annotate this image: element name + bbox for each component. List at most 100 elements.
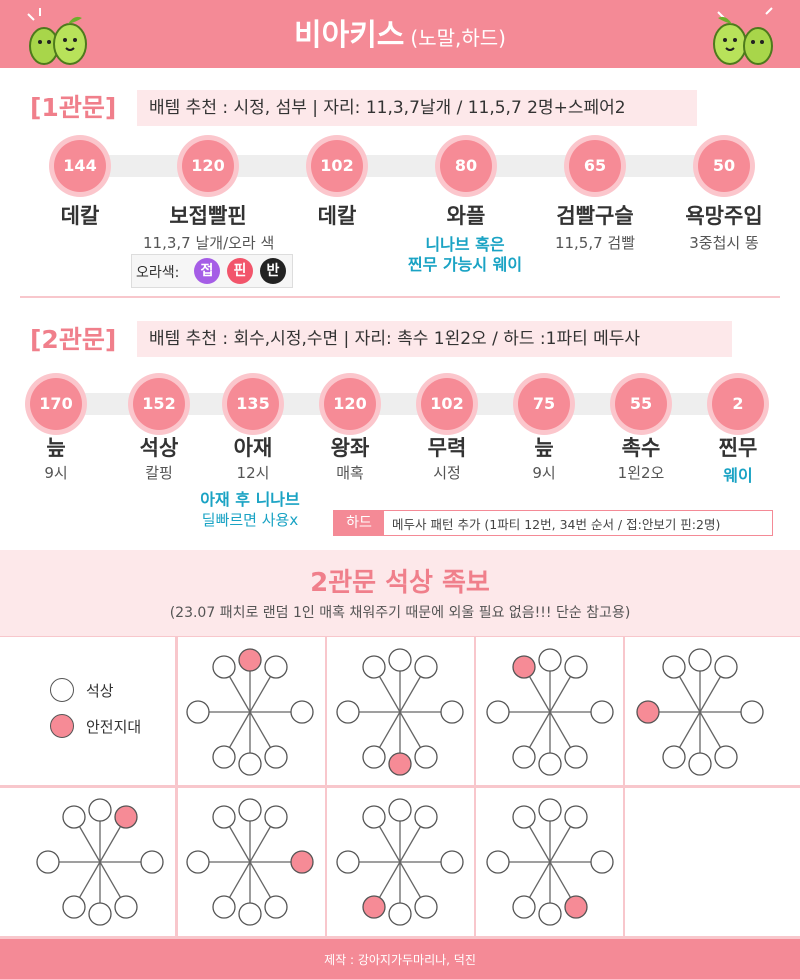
gate2-label: [2관문] [30, 325, 117, 354]
safe-zone-marker [238, 648, 262, 672]
statue-marker [662, 745, 686, 769]
gate2-hp-circle: 170 [30, 378, 82, 430]
footer-credit: 제작 : 강아지가두마리나, 덕진 [324, 953, 476, 967]
gate2-hp-circle: 152 [133, 378, 185, 430]
gate1-pattern-note: 11,3,7 날개/오라 색 [143, 234, 275, 252]
statue-marker [662, 655, 686, 679]
waffle-note: 니나브 혹은 찐무 가능시 웨이 [400, 235, 530, 275]
gate2-pattern-note: 시정 [433, 464, 461, 482]
diagram-spoke [678, 711, 701, 748]
waffle-note-line2: 찐무 가능시 웨이 [407, 255, 523, 274]
gate2-pattern-name: 왕좌 [330, 436, 370, 460]
diagram-spoke [228, 711, 251, 748]
statue-marker [140, 850, 164, 874]
mascot-right-image [713, 7, 773, 65]
title-main: 비아키스 [294, 18, 405, 53]
statue-marker [538, 752, 562, 776]
statue-marker [290, 700, 314, 724]
ajae-note-line2: 딜빠르면 사용x [201, 511, 299, 529]
diagram-spoke [699, 711, 722, 748]
statue-marker [564, 655, 588, 679]
diagram-spoke [249, 676, 272, 713]
gate2-pattern-note: 1왼2오 [617, 464, 665, 482]
gate2-pattern-name: 촉수 [621, 436, 661, 460]
diagram-spoke [399, 826, 422, 863]
gate1-pattern-name: 데칼 [317, 204, 357, 228]
statue-marker [512, 805, 536, 829]
gate2-pattern-name: 늪 [46, 436, 66, 460]
diagram-spoke [399, 861, 422, 898]
statue-marker [538, 798, 562, 822]
statue-marker [238, 902, 262, 926]
gate1-hp-circle: 144 [54, 140, 106, 192]
legend-safe-icon [50, 714, 74, 738]
gate1-hp-circle: 120 [182, 140, 234, 192]
statue-marker [486, 850, 510, 874]
pattern-title: 2관문 석상 족보 [310, 568, 490, 598]
statue-diagram [186, 798, 314, 926]
gate1-pattern-name: 보접빨핀 [169, 204, 247, 228]
gate1-hp-circle: 80 [440, 140, 492, 192]
statue-marker [740, 700, 764, 724]
gate2-hp-circle: 135 [227, 378, 279, 430]
diagram-spoke [99, 861, 122, 898]
page-title: 비아키스 (노말,하드) [0, 10, 800, 54]
statue-marker [238, 752, 262, 776]
gate1-label: [1관문] [30, 93, 117, 122]
aura-badge-purple: 접 [194, 258, 220, 284]
safe-zone-marker [388, 752, 412, 776]
hard-mode-text: 메두사 패턴 추가 (1파티 12번, 34번 순서 / 접:안보기 핀:2명) [392, 517, 721, 532]
title-subtitle: (노말,하드) [410, 26, 506, 50]
gate1-hp-circle: 65 [569, 140, 621, 192]
gate1-hp-circle: 102 [311, 140, 363, 192]
statue-marker [564, 805, 588, 829]
aura-color-label: 오라색: [136, 265, 180, 281]
gate2-hp-circle: 75 [518, 378, 570, 430]
statue-marker [440, 850, 464, 874]
section-divider [20, 296, 780, 298]
gate2-pattern-note: 9시 [44, 464, 68, 482]
statue-marker [388, 798, 412, 822]
statue-diagram [36, 798, 164, 926]
statue-diagram [486, 648, 614, 776]
gate2-pattern-name: 늪 [534, 436, 554, 460]
statue-marker [114, 895, 138, 919]
statue-marker [212, 655, 236, 679]
statue-marker [714, 655, 738, 679]
gate2-pattern-note: 칼핑 [145, 464, 173, 482]
statue-marker [264, 895, 288, 919]
diagram-spoke [699, 676, 722, 713]
statue-marker [414, 655, 438, 679]
gate1-pattern-name: 데칼 [60, 204, 100, 228]
statue-marker [440, 700, 464, 724]
statue-marker [36, 850, 60, 874]
safe-zone-marker [512, 655, 536, 679]
gate2-hp-circle: 120 [324, 378, 376, 430]
statue-marker [362, 805, 386, 829]
statue-marker [538, 648, 562, 672]
diagram-spoke [99, 826, 122, 863]
pattern-subtitle: (23.07 패치로 랜덤 1인 매혹 채워주기 때문에 외울 필요 없음!!!… [169, 605, 631, 621]
safe-zone-marker [290, 850, 314, 874]
gate1-pattern-name: 욕망주입 [685, 204, 763, 228]
gate1-hp-circle: 50 [698, 140, 750, 192]
statue-marker [362, 655, 386, 679]
statue-marker [512, 745, 536, 769]
statue-marker [212, 805, 236, 829]
gate1-pattern-name: 검빨구슬 [556, 204, 634, 228]
gate1-description: 배템 추천 : 시정, 섬부 | 자리: 11,3,7날개 / 11,5,7 2… [137, 90, 697, 126]
statue-marker [362, 745, 386, 769]
gate2-pattern-note: 웨이 [723, 466, 753, 485]
diagram-spoke [549, 711, 572, 748]
gate2-pattern-note: 12시 [236, 464, 270, 482]
statue-marker [186, 850, 210, 874]
diagram-spoke [549, 676, 572, 713]
statue-marker [538, 902, 562, 926]
legend-safe-label: 안전지대 [86, 718, 142, 736]
legend-statue-label: 석상 [86, 682, 114, 700]
diagram-spoke [228, 861, 251, 898]
statue-marker [264, 805, 288, 829]
statue-marker [564, 745, 588, 769]
diagram-spoke [378, 861, 401, 898]
hard-mode-box [333, 510, 773, 536]
